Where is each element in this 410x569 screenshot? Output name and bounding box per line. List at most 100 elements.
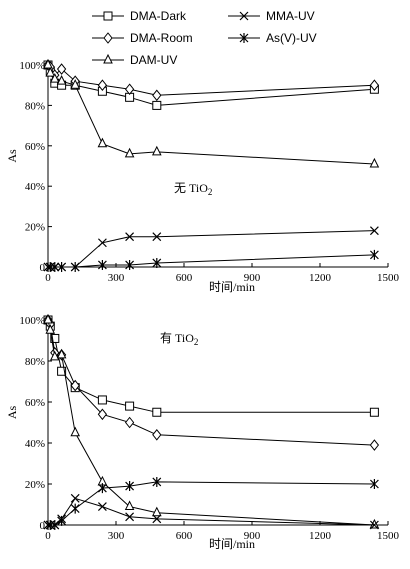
x-axis-label: 时间/min [209,537,255,551]
data-point-mma-uv [125,232,135,242]
data-point-mma-uv [97,238,107,248]
series-dma-dark [43,315,379,417]
data-point-dam-uv [49,350,60,361]
legend-marker [103,32,113,44]
data-point-as-v-uv [369,479,379,489]
data-point-dma-dark [57,366,67,376]
data-point-dma-dark [369,407,379,417]
data-point-mma-uv [152,232,162,242]
data-point-dma-dark [152,100,162,110]
series-dma-dark [43,60,379,110]
data-point-dam-uv [43,313,53,324]
data-point-dma-room [369,79,380,92]
data-point-dma-room [70,379,80,392]
legend-marker [103,11,113,21]
legend-label: DAM-UV [130,53,177,67]
data-point-dam-uv [49,73,60,83]
data-point-dam-uv [124,500,135,511]
y-tick-label: 20% [25,222,45,234]
series-line-dam-uv [47,64,375,165]
y-tick-label: 0 [40,520,46,532]
legend-label: DMA-Dark [130,9,187,23]
legend-entry-dam-uv: DAM-UV [92,53,177,67]
y-tick-label: 100% [19,60,45,72]
y-tick-label: 40% [25,438,45,450]
series-line-dam-uv [47,319,375,526]
data-point-as-v-uv [57,515,67,526]
y-tick-label: 80% [25,356,45,368]
legend-marker [239,11,249,21]
series-line-as-v-uv [48,481,375,526]
series-line-dma-room [47,64,375,96]
data-point-mma-uv [369,226,379,236]
data-point-dam-uv [151,145,162,156]
panel-annotation: 有 TiO2 [160,331,198,347]
y-tick-label: 0 [40,262,46,274]
y-axis-label: As [5,406,19,420]
data-point-as-v-uv [50,262,60,272]
series-line-dma-dark [47,319,375,413]
data-point-dam-uv [56,348,67,359]
y-tick-label: 60% [25,141,45,153]
data-point-dam-uv [56,75,67,85]
data-point-as-v-uv [57,262,67,272]
x-tick-label: 600 [176,530,193,542]
data-point-dma-dark [50,333,60,343]
data-point-as-v-uv [152,476,162,487]
legend-entry-dma-dark: DMA-Dark [92,9,187,23]
data-point-dam-uv [43,58,53,69]
data-point-dma-room [124,83,135,96]
chart-panel-bottom: 0 20% 40% 60% 80% 100% 0 300 600 900 1200 1500 时间/mi… [5,313,400,551]
data-point-as-v-uv [97,483,107,494]
data-point-dam-uv [124,147,135,158]
data-point-dam-uv [369,518,380,529]
data-point-dam-uv [151,506,162,517]
x-tick-label: 900 [244,530,261,542]
x-tick-label: 1200 [309,272,332,284]
x-tick-label: 900 [244,272,261,284]
series-line-mma-uv [48,497,375,526]
data-point-dam-uv [97,137,108,148]
data-point-dma-dark [97,395,107,405]
data-point-as-v-uv [97,259,107,270]
legend-label: MMA-UV [266,9,315,23]
series-mma-uv [43,226,379,272]
data-point-dam-uv [369,157,380,168]
data-point-dma-room [124,416,135,429]
y-axis-label: As [5,149,19,163]
legend-entry-dma-room: DMA-Room [92,31,193,45]
data-point-dma-dark [125,401,135,411]
data-point-mma-uv [369,520,379,530]
data-point-mma-uv [97,502,107,511]
data-point-dma-room [56,63,67,75]
y-tick-label: 80% [25,100,45,112]
data-point-dam-uv [45,66,56,77]
legend-entry-mma-uv: MMA-UV [228,9,315,23]
x-tick-label: 0 [45,530,51,542]
chart-panel-top: 0 20% 40% 60% 80% 100% 0 300 600 900 1200 1500 时间/mi… [5,58,400,294]
data-point-dma-room [97,408,108,421]
data-point-dam-uv [70,79,81,89]
x-tick-label: 300 [108,272,125,284]
series-dam-uv [43,58,380,168]
data-point-mma-uv [125,512,135,522]
legend-label: As(V)-UV [266,31,317,45]
data-point-mma-uv [152,514,162,524]
data-point-dma-room [97,79,108,92]
data-point-dma-dark [152,407,162,417]
data-point-dma-room [369,439,380,451]
legend-marker [239,33,249,43]
legend: DMA-Dark MMA-UV DMA-Room As(V)-UV DAM-UV [92,9,317,67]
x-tick-label: 1500 [377,530,400,542]
x-tick-label: 600 [176,272,193,284]
series-dma-room [43,59,380,102]
series-dam-uv [43,313,380,529]
series-line-dma-dark [47,64,375,106]
series-mma-uv [43,493,379,530]
series-as-v-uv [43,249,379,272]
data-point-as-v-uv [125,481,135,492]
series-line-as-v-uv [48,254,375,268]
x-tick-label: 0 [45,272,51,284]
x-axis-label: 时间/min [209,280,255,294]
